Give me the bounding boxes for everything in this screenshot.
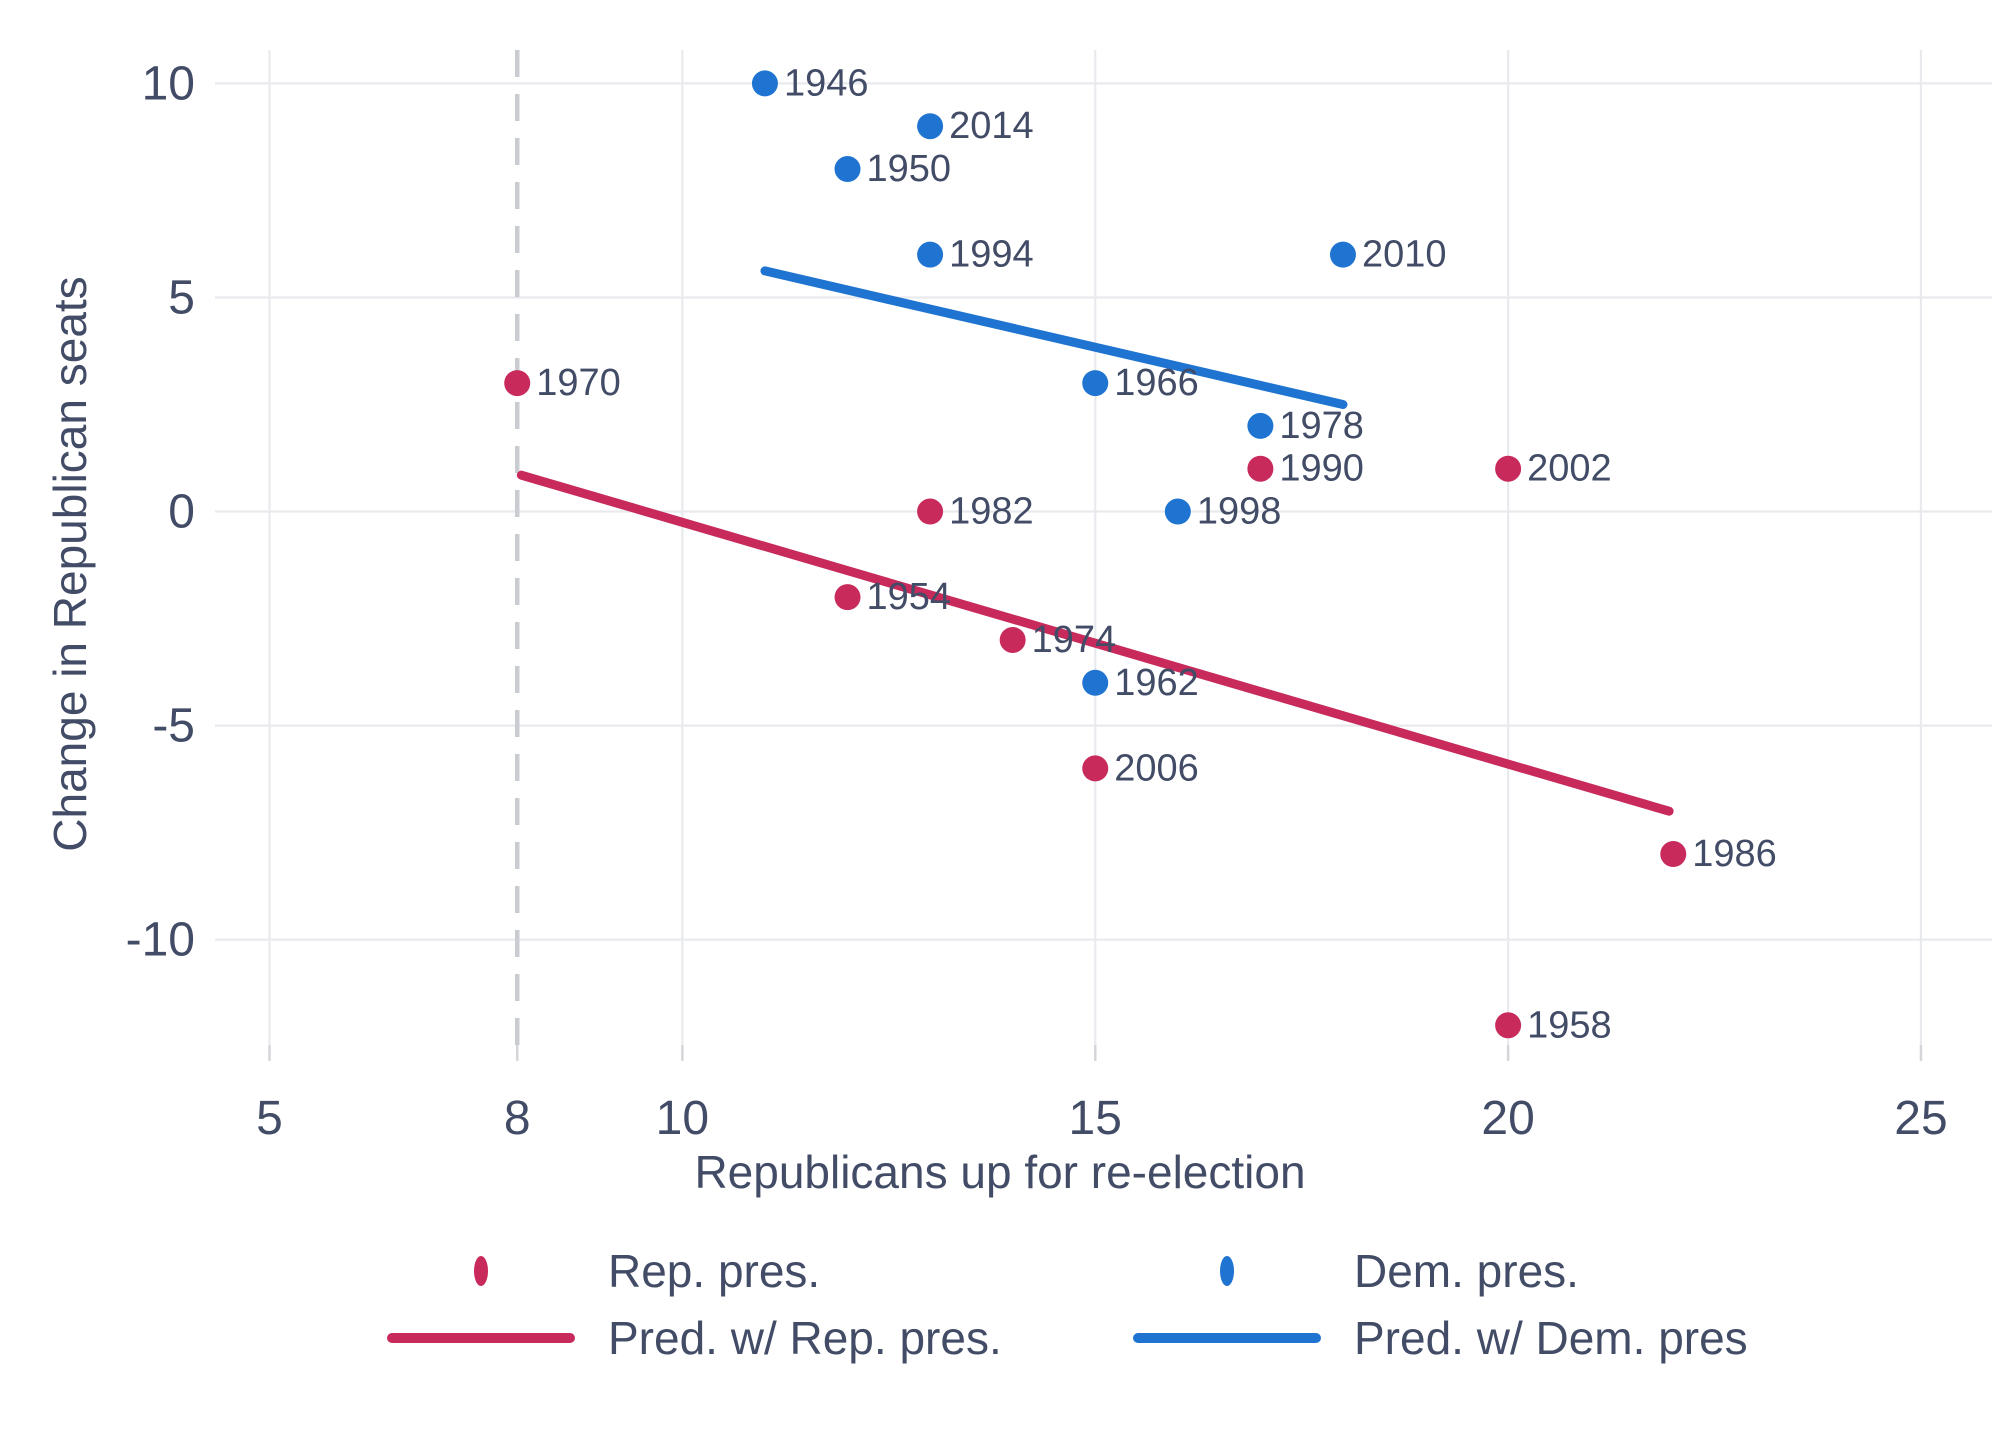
data-point — [917, 241, 944, 268]
data-point — [1082, 755, 1109, 782]
y-tick-label: 5 — [168, 271, 195, 324]
x-tick-label: 5 — [256, 1092, 283, 1145]
data-point-label: 2002 — [1527, 448, 1612, 490]
data-point-label: 1982 — [949, 491, 1034, 533]
data-point — [1082, 669, 1109, 696]
y-tick-label: 0 — [168, 486, 195, 539]
x-tick-label: 15 — [1069, 1092, 1122, 1145]
data-point-label: 1990 — [1279, 448, 1364, 490]
data-point — [1660, 841, 1687, 868]
data-point-label: 1974 — [1032, 619, 1117, 661]
data-point-label: 1986 — [1692, 833, 1777, 875]
x-tick-label: 10 — [656, 1092, 709, 1145]
data-point-label: 1966 — [1114, 362, 1199, 404]
data-point-label: 1994 — [949, 234, 1034, 276]
data-point — [751, 70, 778, 97]
data-point — [834, 584, 861, 611]
data-point-label: 1970 — [536, 362, 621, 404]
x-tick-label: 8 — [504, 1092, 531, 1145]
data-point — [1495, 1012, 1522, 1039]
data-point — [1164, 498, 1191, 525]
data-point — [1495, 455, 1522, 482]
data-point-label: 2010 — [1362, 234, 1447, 276]
y-tick-label: -10 — [126, 914, 195, 967]
x-tick-label: 20 — [1481, 1092, 1534, 1145]
data-point — [1247, 412, 1274, 439]
data-point — [1247, 455, 1274, 482]
data-point — [917, 498, 944, 525]
data-point-label: 2006 — [1114, 747, 1199, 789]
data-point-label: 1962 — [1114, 662, 1199, 704]
data-point — [917, 113, 944, 140]
data-point-label: 2014 — [949, 105, 1034, 147]
y-tick-label: -5 — [152, 700, 195, 753]
data-point — [1329, 241, 1356, 268]
data-point — [1082, 370, 1109, 397]
data-point — [504, 370, 531, 397]
trend-line — [516, 470, 1674, 816]
y-tick-label: 10 — [142, 57, 195, 110]
data-point-label: 1998 — [1197, 491, 1282, 533]
data-point — [834, 156, 861, 183]
data-point-label: 1958 — [1527, 1004, 1612, 1046]
y-axis-title: Change in Republican seats — [44, 276, 96, 852]
data-point-label: 1954 — [867, 576, 952, 618]
data-point-label: 1950 — [867, 148, 952, 190]
trend-line — [760, 266, 1348, 410]
data-point — [999, 626, 1026, 653]
x-tick-label: 25 — [1894, 1092, 1947, 1145]
x-axis-title: Republicans up for re-election — [694, 1146, 1306, 1198]
data-point-label: 1978 — [1279, 405, 1364, 447]
data-point-label: 1946 — [784, 62, 869, 104]
